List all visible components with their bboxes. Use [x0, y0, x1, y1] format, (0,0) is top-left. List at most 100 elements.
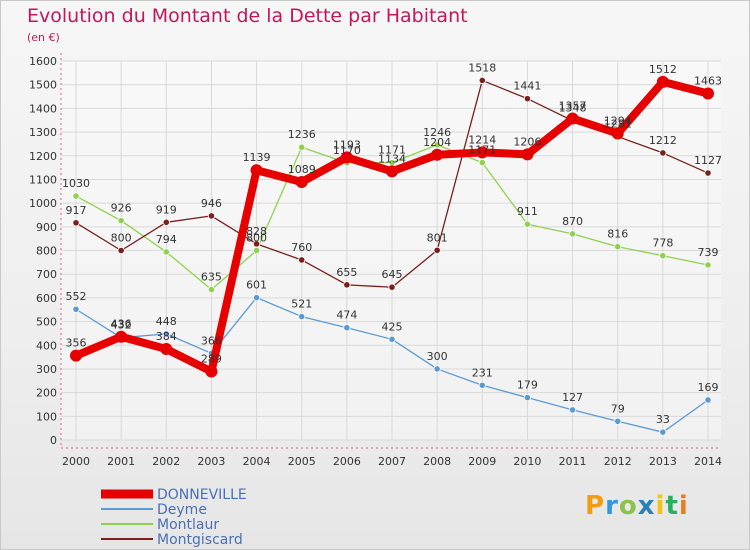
x-tick-label: 2002 [152, 455, 180, 468]
data-label: 635 [201, 271, 222, 284]
x-tick-label: 2009 [468, 455, 496, 468]
x-tick-label: 2005 [288, 455, 316, 468]
data-label: 436 [111, 318, 132, 331]
data-label: 1246 [423, 126, 451, 139]
legend-label: Deyme [157, 502, 207, 518]
data-label: 1512 [649, 63, 677, 76]
data-point [478, 381, 486, 389]
logo-letter: r [605, 491, 619, 521]
data-label: 127 [562, 391, 583, 404]
data-label: 1348 [559, 102, 587, 115]
chart-title: Evolution du Montant de la Dette par Hab… [27, 5, 468, 27]
data-label: 366 [201, 334, 222, 347]
legend-label: DONNEVILLE [157, 487, 247, 503]
data-label: 425 [382, 320, 403, 333]
data-label: 79 [611, 402, 625, 415]
logo-letter: t [665, 491, 679, 521]
y-tick-label: 1600 [29, 55, 57, 68]
data-label: 1170 [333, 144, 361, 157]
y-tick-label: 800 [36, 245, 57, 258]
data-point [659, 252, 667, 260]
data-label: 601 [246, 279, 267, 292]
data-label: 1206 [513, 135, 541, 148]
data-label: 1171 [468, 144, 496, 157]
data-label: 289 [201, 353, 222, 366]
data-point [117, 246, 125, 255]
y-tick-label: 400 [36, 339, 57, 352]
data-label: 760 [291, 241, 312, 254]
x-tick-label: 2014 [694, 455, 722, 468]
data-label: 1214 [468, 133, 496, 146]
data-point [252, 240, 261, 248]
data-point [433, 246, 441, 254]
data-point [388, 335, 396, 343]
data-point [207, 212, 216, 220]
data-label: 645 [382, 268, 403, 281]
data-label: 1357 [559, 100, 587, 113]
data-point [476, 146, 489, 159]
data-point [205, 365, 218, 378]
data-point [295, 176, 308, 189]
y-tick-label: 100 [36, 410, 57, 423]
y-tick-label: 1300 [29, 126, 57, 139]
data-label: 816 [607, 228, 628, 241]
data-point [388, 283, 396, 291]
x-tick-label: 2000 [62, 455, 90, 468]
data-label: 1463 [694, 74, 722, 87]
data-point [523, 220, 532, 228]
data-label: 448 [156, 315, 177, 328]
data-label: 521 [291, 298, 312, 311]
data-label: 1204 [423, 136, 451, 149]
data-point [431, 148, 444, 161]
y-tick-label: 900 [36, 221, 57, 234]
data-label: 1518 [468, 61, 496, 74]
data-point [298, 143, 306, 151]
y-tick-label: 1400 [29, 102, 57, 115]
data-label: 33 [656, 413, 670, 426]
data-point [521, 148, 534, 161]
x-tick-label: 2007 [378, 455, 406, 468]
data-point [72, 192, 80, 200]
data-label: 552 [66, 290, 87, 303]
data-label: 432 [111, 319, 132, 332]
data-label: 1193 [333, 138, 361, 151]
data-point [117, 217, 125, 225]
data-label: 1134 [378, 152, 406, 165]
data-point [614, 243, 622, 251]
data-label: 655 [336, 266, 357, 279]
data-point [343, 324, 351, 332]
data-point [298, 312, 306, 321]
data-point [162, 218, 170, 226]
y-tick-label: 300 [36, 363, 57, 376]
data-point [478, 159, 486, 167]
data-point [433, 141, 441, 149]
data-point [611, 127, 624, 140]
legend-label: Montgiscard [157, 532, 243, 548]
data-label: 800 [246, 232, 267, 245]
legend-label: Montlaur [157, 517, 219, 533]
data-point [656, 75, 669, 88]
y-tick-label: 1000 [29, 197, 57, 210]
data-label: 1089 [288, 163, 316, 176]
data-label: 946 [201, 197, 222, 210]
data-point [340, 151, 353, 164]
data-point [72, 219, 80, 227]
unit-label: (en €) [27, 31, 60, 44]
data-label: 801 [427, 231, 448, 244]
data-point [659, 428, 667, 436]
data-point [250, 164, 263, 177]
logo-letter: P [585, 491, 606, 521]
y-tick-label: 0 [50, 434, 57, 447]
data-label: 778 [652, 237, 673, 250]
data-label: 739 [698, 246, 719, 259]
data-point [568, 230, 577, 238]
data-point [115, 330, 128, 343]
data-point [614, 417, 622, 425]
logo-letter: o [618, 491, 638, 521]
x-tick-label: 2013 [649, 455, 677, 468]
data-label: 1127 [694, 154, 722, 167]
data-label: 1139 [243, 151, 271, 164]
data-point [433, 365, 441, 373]
logo-letter: x [637, 491, 656, 521]
